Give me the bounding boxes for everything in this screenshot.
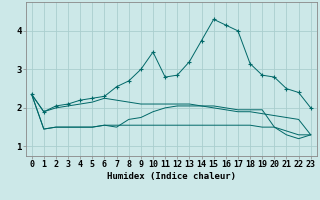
X-axis label: Humidex (Indice chaleur): Humidex (Indice chaleur) (107, 172, 236, 181)
